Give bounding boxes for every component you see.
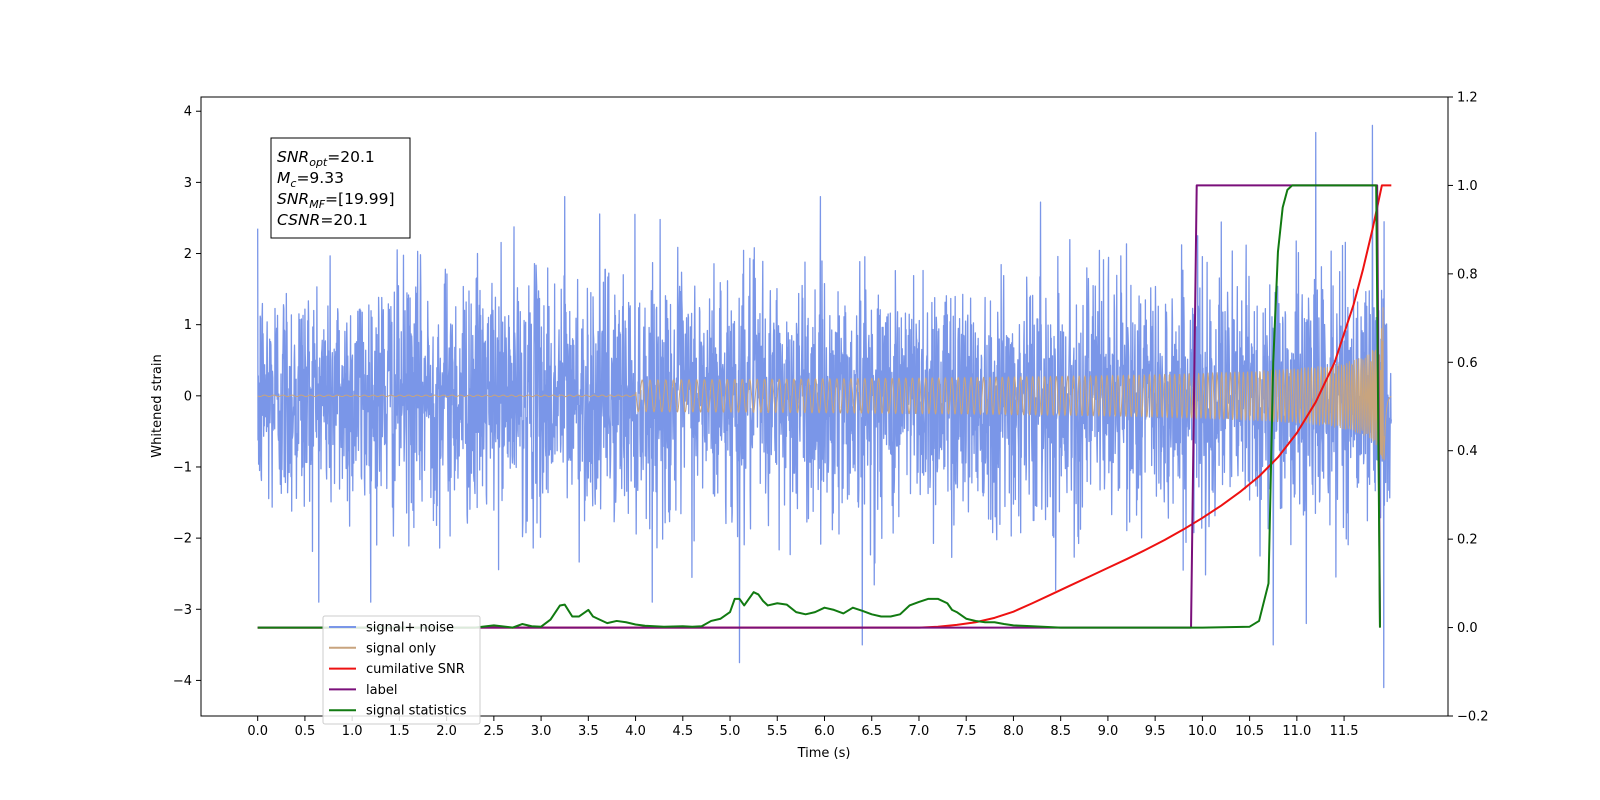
x-tick-label: 2.0 xyxy=(436,724,457,739)
y-left-tick-label: −1 xyxy=(173,460,192,475)
x-tick-label: 3.5 xyxy=(578,724,599,739)
legend-label: label xyxy=(366,683,397,698)
series-line-1 xyxy=(257,307,1392,461)
x-tick-label: 8.5 xyxy=(1050,724,1071,739)
y-right-tick-label: 0.2 xyxy=(1457,533,1478,548)
x-tick-label: 1.0 xyxy=(342,724,363,739)
y-left-tick-label: 4 xyxy=(184,105,192,120)
x-tick-label: 10.5 xyxy=(1235,724,1264,739)
y-left-tick-label: 3 xyxy=(184,176,192,191)
x-tick-label: 4.0 xyxy=(625,724,646,739)
legend: signal+ noise signal only cumilative SNR la… xyxy=(322,615,481,725)
series-line-4 xyxy=(257,184,1381,629)
y-left-tick-label: −3 xyxy=(173,603,192,618)
x-tick-label: 5.0 xyxy=(720,724,741,739)
x-tick-label: 10.0 xyxy=(1188,724,1217,739)
legend-label: signal+ noise xyxy=(366,621,454,636)
plot-area xyxy=(257,124,1392,689)
y-left-tick-label: 1 xyxy=(184,318,192,333)
annotation-line: SNRopt=20.1 xyxy=(277,148,375,169)
legend-label: signal only xyxy=(366,641,436,656)
x-tick-label: 1.5 xyxy=(389,724,410,739)
x-tick-label: 4.5 xyxy=(672,724,693,739)
y-axis-right: 1.2 1.0 0.8 0.6 0.4 0.2 0.0 −0.2 xyxy=(1448,91,1489,725)
y-left-tick-label: −4 xyxy=(173,674,192,689)
series-line-0 xyxy=(257,124,1392,689)
y-right-tick-label: 0.8 xyxy=(1457,267,1478,282)
y-axis-left: 4 3 2 1 0 −1 −2 −3 −4 xyxy=(173,105,201,689)
x-tick-label: 6.0 xyxy=(814,724,835,739)
legend-label: signal statistics xyxy=(366,704,467,719)
x-tick-label: 9.0 xyxy=(1098,724,1119,739)
annotation-line: Mc=9.33 xyxy=(277,169,344,190)
x-axis: 0.0 0.5 1.0 1.5 2.0 2.5 3.0 3.5 4.0 4.5 5.0 5.5 6.0 6… xyxy=(247,716,1359,739)
legend-frame xyxy=(322,615,481,725)
x-tick-label: 3.0 xyxy=(531,724,552,739)
y-left-tick-label: −2 xyxy=(173,532,192,547)
y-left-tick-label: 0 xyxy=(184,389,192,404)
y-right-tick-label: 0.6 xyxy=(1457,356,1478,371)
annotation-frame xyxy=(270,137,411,239)
x-tick-label: 2.5 xyxy=(484,724,505,739)
y-right-tick-label: 1.2 xyxy=(1457,91,1478,106)
x-tick-label: 5.5 xyxy=(767,724,788,739)
y-axis-label: Whitened strain xyxy=(150,354,165,457)
x-tick-label: 11.0 xyxy=(1282,724,1311,739)
legend-label: cumilative SNR xyxy=(366,662,465,677)
x-tick-label: 0.0 xyxy=(247,724,268,739)
x-tick-label: 0.5 xyxy=(295,724,316,739)
x-axis-label: Time (s) xyxy=(797,746,851,761)
y-right-tick-label: 0.0 xyxy=(1457,621,1478,636)
y-right-tick-label: 1.0 xyxy=(1457,179,1478,194)
annotation-line: CSNR=20.1 xyxy=(277,211,368,229)
y-left-tick-label: 2 xyxy=(184,247,192,262)
x-tick-label: 6.5 xyxy=(861,724,882,739)
x-tick-label: 7.5 xyxy=(956,724,977,739)
y-right-tick-label: 0.4 xyxy=(1457,444,1478,459)
x-tick-label: 8.0 xyxy=(1003,724,1024,739)
x-tick-label: 9.5 xyxy=(1145,724,1166,739)
x-tick-label: 11.5 xyxy=(1330,724,1359,739)
x-tick-label: 7.0 xyxy=(909,724,930,739)
annotation-line: SNRMF=[19.99] xyxy=(277,190,395,211)
y-right-tick-label: −0.2 xyxy=(1457,710,1489,725)
